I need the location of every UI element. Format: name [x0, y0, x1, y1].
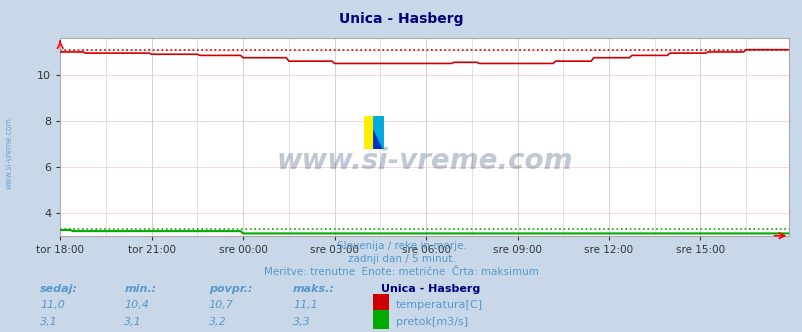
Text: Unica - Hasberg: Unica - Hasberg	[381, 284, 480, 294]
Polygon shape	[363, 116, 373, 149]
Text: min.:: min.:	[124, 284, 156, 294]
Text: sedaj:: sedaj:	[40, 284, 78, 294]
Text: www.si-vreme.com: www.si-vreme.com	[5, 117, 14, 189]
Text: 10,7: 10,7	[209, 300, 233, 310]
Polygon shape	[373, 129, 383, 149]
Text: Meritve: trenutne  Enote: metrične  Črta: maksimum: Meritve: trenutne Enote: metrične Črta: …	[264, 267, 538, 277]
Text: pretok[m3/s]: pretok[m3/s]	[395, 317, 468, 327]
Text: maks.:: maks.:	[293, 284, 334, 294]
Text: povpr.:: povpr.:	[209, 284, 252, 294]
Text: Slovenija / reke in morje.: Slovenija / reke in morje.	[336, 241, 466, 251]
Text: 3,2: 3,2	[209, 317, 226, 327]
Text: www.si-vreme.com: www.si-vreme.com	[276, 147, 573, 175]
Text: Unica - Hasberg: Unica - Hasberg	[338, 12, 464, 26]
Text: 3,3: 3,3	[293, 317, 310, 327]
Text: 10,4: 10,4	[124, 300, 149, 310]
Text: zadnji dan / 5 minut.: zadnji dan / 5 minut.	[347, 254, 455, 264]
Text: 3,1: 3,1	[124, 317, 142, 327]
Text: 11,1: 11,1	[293, 300, 318, 310]
Polygon shape	[373, 116, 383, 149]
Text: 3,1: 3,1	[40, 317, 58, 327]
Text: 11,0: 11,0	[40, 300, 65, 310]
Text: temperatura[C]: temperatura[C]	[395, 300, 482, 310]
